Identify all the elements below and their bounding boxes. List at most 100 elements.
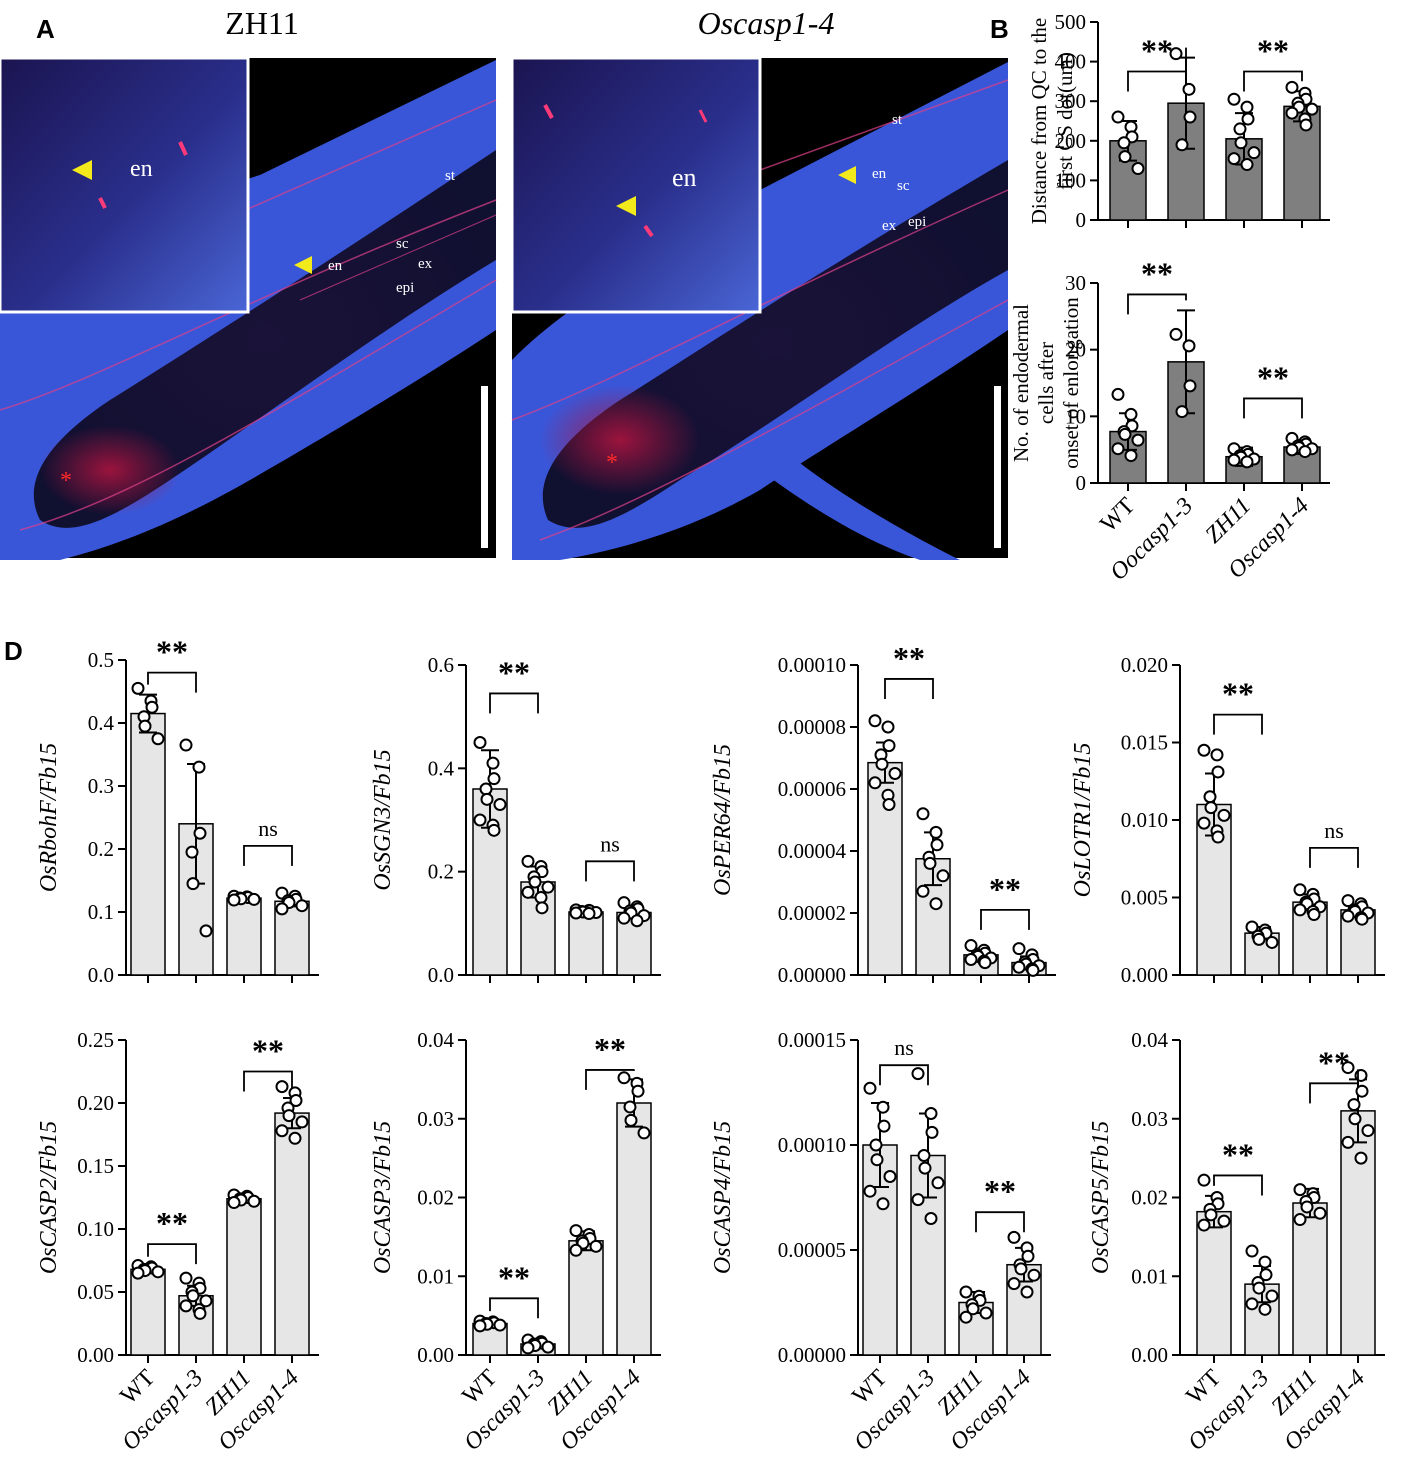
bar bbox=[616, 1102, 652, 1356]
y-tick-label: 0.20 bbox=[77, 1091, 114, 1115]
scale-bar bbox=[481, 386, 488, 548]
y-tick-label: 0.0 bbox=[428, 963, 454, 987]
data-point bbox=[473, 1319, 487, 1333]
significance-label: ** bbox=[1222, 1136, 1254, 1172]
data-point bbox=[1361, 1124, 1375, 1138]
data-point bbox=[138, 719, 152, 733]
data-point bbox=[1313, 1206, 1327, 1220]
data-point bbox=[868, 776, 882, 790]
data-point bbox=[1111, 387, 1125, 401]
significance-bracket bbox=[1309, 1069, 1359, 1104]
data-point bbox=[964, 953, 978, 966]
y-tick-label: 0.00 bbox=[1131, 1343, 1168, 1367]
y-axis-label: first CS dot(um) bbox=[1053, 52, 1077, 190]
y-tick-label: 0.010 bbox=[1121, 808, 1168, 832]
y-axis-label: No. of endodermal bbox=[1009, 304, 1033, 462]
data-point bbox=[1285, 106, 1299, 120]
data-point bbox=[1252, 1281, 1266, 1295]
significance-bracket bbox=[585, 860, 635, 882]
y-tick-label: 0 bbox=[1076, 208, 1087, 232]
data-point bbox=[1118, 150, 1132, 164]
data-point bbox=[295, 1115, 309, 1129]
data-point bbox=[1012, 960, 1026, 974]
y-tick-label: 500 bbox=[1055, 10, 1087, 34]
y-tick-label: 0.02 bbox=[417, 1186, 454, 1210]
data-point bbox=[916, 884, 930, 898]
chart-d-2: 0.0 0.1 0.2 0.3 0.4 0.5 OsRbohF/Fb15 ** ns bbox=[36, 634, 319, 987]
data-point bbox=[179, 1299, 193, 1313]
significance-label: ns bbox=[1324, 818, 1344, 843]
data-point bbox=[1227, 152, 1241, 166]
data-point bbox=[959, 1310, 973, 1324]
data-point bbox=[186, 877, 200, 891]
data-point bbox=[918, 1161, 932, 1175]
significance-bracket bbox=[1309, 847, 1359, 868]
data-point bbox=[1245, 1297, 1259, 1311]
data-point bbox=[227, 1196, 241, 1210]
inset-label-en: en bbox=[672, 163, 697, 192]
data-point bbox=[493, 1318, 507, 1332]
data-point bbox=[1305, 102, 1319, 116]
y-tick-label: 0.0 bbox=[88, 963, 114, 987]
data-point bbox=[1124, 407, 1138, 421]
data-point bbox=[964, 939, 978, 953]
y-tick-label: 100 bbox=[1055, 168, 1087, 192]
y-tick-label: 0.015 bbox=[1121, 731, 1168, 755]
data-point bbox=[1259, 1268, 1273, 1282]
y-tick-label: 0.00000 bbox=[778, 1343, 846, 1367]
chart-d-7: 0.000.010.020.030.04OsCASP3/Fb15****WTOs… bbox=[370, 1028, 661, 1456]
bar bbox=[130, 1268, 166, 1356]
micrograph-zh11: ZH11 en en sc ex epi st * bbox=[0, 5, 497, 560]
y-tick-label: 30 bbox=[1065, 271, 1086, 295]
y-tick-label: 0.03 bbox=[417, 1107, 454, 1131]
chart-d-3: 0.0 0.2 0.4 0.6 OsSGN3/Fb15 ** ns bbox=[370, 653, 661, 987]
y-tick-label: 0.005 bbox=[1121, 886, 1168, 910]
data-point bbox=[487, 772, 501, 786]
data-point bbox=[1252, 932, 1266, 946]
chart-d-6: 0.00 0.05 0.10 0.15 0.20 0.25 OsCASP2/Fb15 ** **… bbox=[36, 1028, 319, 1456]
data-point bbox=[473, 736, 487, 749]
data-point bbox=[193, 826, 207, 840]
data-point bbox=[131, 1266, 145, 1280]
data-point bbox=[569, 1224, 583, 1238]
data-point bbox=[193, 1306, 207, 1320]
significance-bracket bbox=[1243, 397, 1303, 419]
data-point bbox=[630, 914, 644, 928]
data-point bbox=[917, 1149, 931, 1162]
data-point bbox=[637, 1126, 651, 1140]
tissue-label-en: en bbox=[328, 258, 343, 274]
data-point bbox=[1007, 1230, 1021, 1244]
arrowhead-icon bbox=[616, 196, 636, 216]
data-point bbox=[924, 1212, 938, 1225]
data-point bbox=[541, 1340, 555, 1354]
data-point bbox=[1169, 47, 1183, 61]
significance-bracket bbox=[1127, 293, 1187, 315]
data-point bbox=[911, 1193, 925, 1207]
zoom-inset-zh11 bbox=[0, 56, 250, 314]
significance-label: ** bbox=[1257, 33, 1289, 69]
bar bbox=[226, 1198, 262, 1356]
data-point bbox=[1175, 138, 1189, 152]
data-point bbox=[930, 838, 944, 852]
data-point bbox=[1183, 379, 1197, 393]
data-point bbox=[1020, 1285, 1034, 1299]
y-axis-label: OsPER64/Fb15 bbox=[710, 744, 736, 896]
data-point bbox=[929, 825, 943, 839]
y-tick-label: 0.05 bbox=[77, 1280, 114, 1304]
data-point bbox=[521, 854, 535, 868]
data-point bbox=[1118, 427, 1132, 441]
bar bbox=[568, 1240, 604, 1356]
data-point bbox=[247, 892, 261, 906]
significance-bracket bbox=[489, 692, 539, 714]
significance-bracket bbox=[1213, 713, 1263, 735]
data-point bbox=[534, 891, 548, 904]
tissue-label-ex: ex bbox=[882, 218, 897, 234]
y-tick-label: 0.00004 bbox=[778, 839, 847, 863]
y-tick-label: 0.02 bbox=[1131, 1186, 1168, 1210]
data-point bbox=[631, 1084, 645, 1098]
inset-label-en: en bbox=[130, 156, 153, 182]
data-point bbox=[1211, 765, 1225, 779]
data-point bbox=[487, 823, 501, 837]
data-point bbox=[911, 1067, 925, 1081]
